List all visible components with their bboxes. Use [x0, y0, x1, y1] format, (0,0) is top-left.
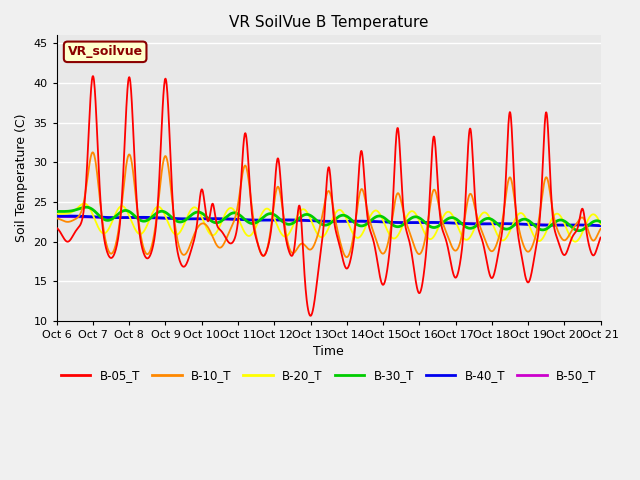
- Legend: B-05_T, B-10_T, B-20_T, B-30_T, B-40_T, B-50_T: B-05_T, B-10_T, B-20_T, B-30_T, B-40_T, …: [56, 364, 601, 386]
- Y-axis label: Soil Temperature (C): Soil Temperature (C): [15, 114, 28, 242]
- Title: VR SoilVue B Temperature: VR SoilVue B Temperature: [229, 15, 428, 30]
- X-axis label: Time: Time: [313, 346, 344, 359]
- Text: VR_soilvue: VR_soilvue: [68, 45, 143, 59]
